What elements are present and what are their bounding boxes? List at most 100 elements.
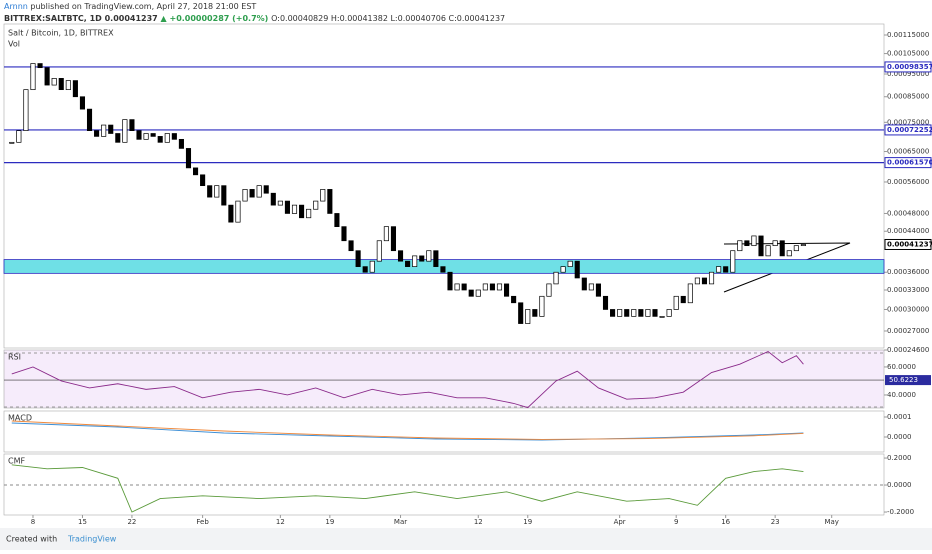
candle <box>235 200 241 223</box>
candle <box>101 124 107 137</box>
x-tick-label: 12 <box>474 518 483 526</box>
footer <box>0 528 932 550</box>
author[interactable]: Arnnn <box>4 2 28 11</box>
candle <box>723 266 729 273</box>
indicator-line <box>11 422 804 441</box>
candle <box>560 266 566 273</box>
candle <box>94 130 100 137</box>
last-price-box <box>884 238 932 250</box>
rsi-panel <box>3 349 885 409</box>
candle <box>341 226 347 242</box>
candle <box>553 271 559 285</box>
y-tick-label: 0.00075000 <box>887 118 929 126</box>
y-tick-label: 0.00085000 <box>887 93 929 101</box>
candle <box>496 283 503 291</box>
candle <box>666 309 672 317</box>
candle <box>249 189 255 198</box>
candle <box>440 266 446 273</box>
candle <box>376 240 382 262</box>
candle <box>143 133 149 140</box>
candle <box>86 108 93 131</box>
candle <box>390 226 397 252</box>
x-tick-label: 23 <box>771 518 780 526</box>
indicator-name: RSI <box>8 353 21 362</box>
candle <box>327 189 333 214</box>
candle <box>51 78 57 86</box>
candle <box>263 185 269 194</box>
candle <box>242 189 248 202</box>
candle <box>708 271 715 285</box>
candle <box>37 63 43 69</box>
candle <box>419 255 425 262</box>
candle <box>779 240 785 257</box>
candle <box>546 283 552 297</box>
candle <box>136 130 142 140</box>
candle <box>433 250 439 267</box>
candle <box>659 316 665 318</box>
candle <box>744 240 750 247</box>
candle <box>567 260 573 267</box>
candle <box>447 271 453 291</box>
ticker-line: BITTREX:SALTBTC, 1D 0.00041237 ▲ +0.0000… <box>4 14 505 23</box>
volume-label: Vol <box>8 40 20 49</box>
candle <box>468 289 474 297</box>
candle <box>489 283 495 291</box>
candle <box>701 277 708 285</box>
candle <box>362 266 368 273</box>
x-tick-label: Apr <box>614 518 626 526</box>
candle <box>228 204 234 223</box>
candle <box>673 295 679 310</box>
published: published on TradingView.com, April 27, … <box>30 2 256 11</box>
candle <box>610 309 616 317</box>
x-tick-label: 8 <box>31 518 35 526</box>
candle <box>383 226 389 242</box>
y-tick-label: 0.0000 <box>887 433 912 441</box>
x-tick-label: 9 <box>674 518 678 526</box>
candle <box>751 235 757 247</box>
y-tick-label: 0.00027000 <box>887 327 929 335</box>
y-tick-label: 60.0000 <box>887 363 916 371</box>
candle <box>581 277 587 291</box>
x-tick-label: 12 <box>276 518 285 526</box>
candle <box>765 245 771 257</box>
candle <box>178 138 184 149</box>
header-line: Arnnn published on TradingView.com, Apri… <box>4 2 256 11</box>
y-tick-label: 0.2000 <box>887 454 912 462</box>
candle <box>645 309 651 317</box>
candle <box>426 250 432 262</box>
indicator-line <box>11 420 804 440</box>
candle <box>23 89 29 131</box>
candle <box>454 283 460 291</box>
y-tick-label: 0.00044000 <box>887 227 929 235</box>
candle <box>9 141 15 144</box>
brand[interactable]: TradingView <box>67 535 117 544</box>
candle <box>291 204 298 214</box>
x-tick-label: 16 <box>721 518 730 526</box>
candle <box>306 208 312 219</box>
candle <box>320 189 326 202</box>
candle <box>631 309 637 317</box>
candle <box>532 309 538 317</box>
candle <box>617 309 623 317</box>
indicator-line <box>11 464 804 513</box>
level-box <box>884 157 932 169</box>
x-tick-label: May <box>824 518 838 526</box>
candle <box>624 309 630 317</box>
x-tick-label: 22 <box>127 518 136 526</box>
level-box <box>884 61 932 73</box>
ohlc: O:0.00040829 H:0.00041382 L:0.00040706 C… <box>271 14 505 23</box>
triangle <box>723 242 851 293</box>
candle <box>687 283 693 304</box>
created-with: Created with <box>6 535 57 544</box>
candle <box>193 167 199 176</box>
candle <box>397 250 404 262</box>
candle <box>30 63 36 91</box>
y-tick-label: 0.00036000 <box>887 268 929 276</box>
candle <box>786 250 792 257</box>
candle <box>157 136 163 143</box>
candle <box>129 119 135 131</box>
candle <box>299 204 305 219</box>
y-tick-label: 0.00065000 <box>887 148 929 156</box>
candle <box>737 240 743 252</box>
